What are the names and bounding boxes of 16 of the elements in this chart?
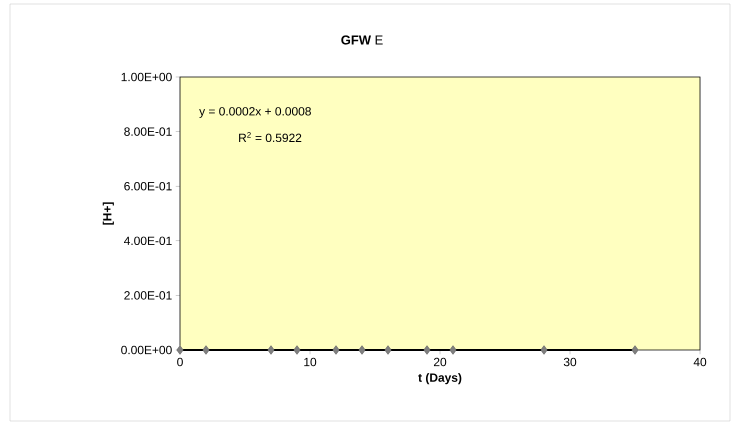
y-tick-label: 1.00E+00 <box>122 72 172 82</box>
y-tick-label: 2.00E-01 <box>124 291 172 300</box>
chart-title: GFW E <box>341 35 383 45</box>
annotation: y = 0.0002x + 0.0008 <box>199 107 311 118</box>
x-tick-label: 40 <box>694 358 706 366</box>
x-tick-label: 20 <box>434 358 446 366</box>
x-tick-label: 10 <box>304 358 316 366</box>
y-tick-label: 4.00E-01 <box>124 236 172 246</box>
y-tick-label: 6.00E-01 <box>124 182 172 190</box>
x-tick-label: 30 <box>564 358 576 366</box>
x-tick-label: 0 <box>177 358 183 366</box>
annotation: R$^{2}$ = 0.5922 <box>239 132 302 142</box>
x-axis-title: t (Days) <box>418 373 462 384</box>
y-tick-label: 8.00E-01 <box>124 127 172 136</box>
y-tick-label: 0.00E+00 <box>121 346 172 354</box>
y-axis-title: [H+] <box>102 202 114 225</box>
